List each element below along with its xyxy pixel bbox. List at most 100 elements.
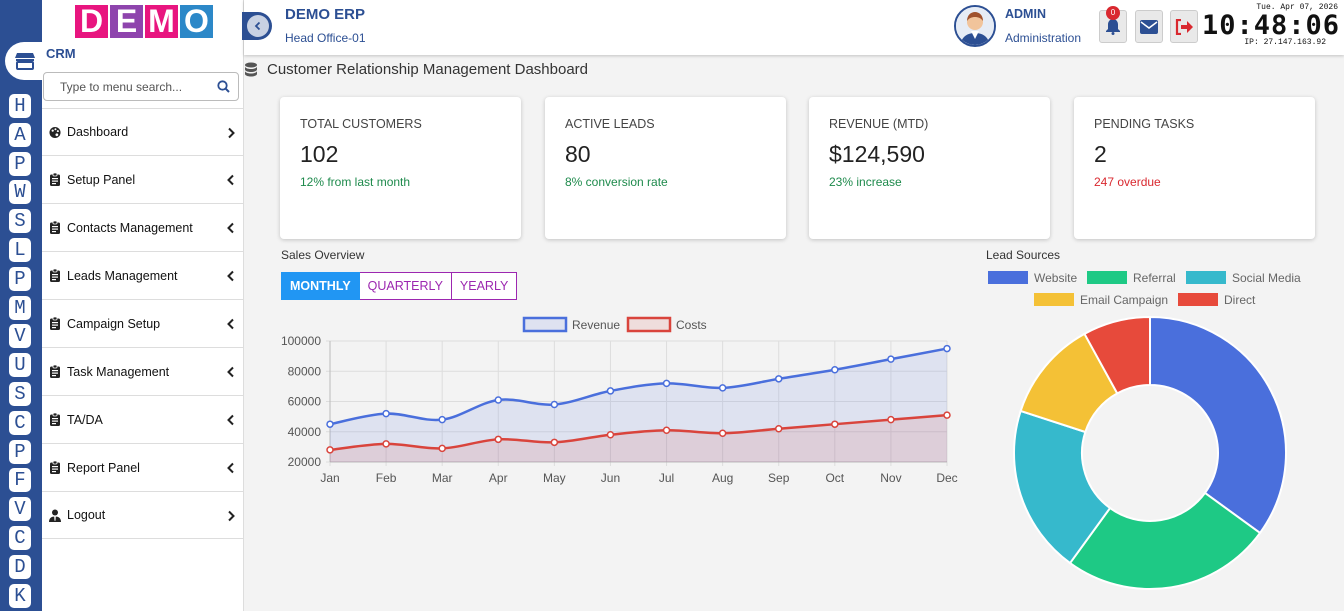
data-point-costs[interactable] bbox=[326, 446, 334, 454]
donut-slice-social-media[interactable] bbox=[1013, 409, 1112, 565]
legend-swatch[interactable] bbox=[522, 316, 568, 333]
logout-button[interactable] bbox=[1170, 10, 1198, 43]
sidebar-item-contacts-management[interactable]: Contacts Management bbox=[42, 203, 243, 251]
data-point-revenue[interactable] bbox=[887, 355, 895, 363]
data-point-costs[interactable] bbox=[438, 444, 446, 453]
kpi-subtext: 12% from last month bbox=[300, 175, 411, 189]
legend-label[interactable]: Direct bbox=[1224, 293, 1256, 307]
data-point-costs[interactable] bbox=[382, 440, 390, 448]
kpi-value: $124,590 bbox=[829, 141, 925, 167]
kpi-card-total-customers: TOTAL CUSTOMERS 102 12% from last month bbox=[280, 97, 521, 239]
clock-time: 10:48:06 bbox=[1201, 10, 1340, 41]
rail-module-6[interactable]: P bbox=[9, 266, 31, 291]
legend-label[interactable]: Revenue bbox=[572, 318, 620, 332]
data-point-costs[interactable] bbox=[662, 426, 671, 434]
data-point-revenue[interactable] bbox=[943, 344, 951, 353]
rail-module-5[interactable]: L bbox=[9, 237, 31, 262]
x-tick-label: Feb bbox=[376, 471, 397, 485]
sidebar-item-task-management[interactable]: Task Management bbox=[42, 347, 243, 395]
data-point-costs[interactable] bbox=[494, 435, 503, 444]
data-point-costs[interactable] bbox=[550, 438, 559, 447]
tab-quarterly[interactable]: QUARTERLY bbox=[359, 272, 452, 300]
data-point-costs[interactable] bbox=[718, 429, 727, 438]
avatar[interactable] bbox=[954, 5, 996, 47]
rail-home-button[interactable] bbox=[5, 42, 45, 80]
rail-module-4[interactable]: S bbox=[9, 209, 31, 234]
rail-module-17[interactable]: K bbox=[9, 583, 31, 608]
user-tie-icon bbox=[49, 508, 61, 522]
clipboard-icon bbox=[49, 317, 61, 331]
tab-yearly[interactable]: YEARLY bbox=[451, 272, 518, 300]
rail-module-3[interactable]: W bbox=[9, 180, 31, 205]
rail-module-0[interactable]: H bbox=[9, 94, 31, 118]
kpi-label: REVENUE (MTD) bbox=[829, 117, 929, 131]
sidebar-toggle-button[interactable] bbox=[242, 12, 272, 40]
sidebar-item-campaign-setup[interactable]: Campaign Setup bbox=[42, 299, 243, 347]
data-point-costs[interactable] bbox=[943, 411, 951, 419]
rail-module-13[interactable]: F bbox=[9, 468, 31, 493]
rail-module-2[interactable]: P bbox=[9, 151, 31, 176]
legend-label[interactable]: Email Campaign bbox=[1080, 293, 1168, 307]
data-point-costs[interactable] bbox=[887, 415, 895, 424]
sidebar-item-ta-da[interactable]: TA/DA bbox=[42, 395, 243, 443]
data-point-revenue[interactable] bbox=[438, 415, 446, 424]
legend-label[interactable]: Social Media bbox=[1232, 271, 1301, 285]
data-point-costs[interactable] bbox=[831, 420, 839, 428]
sidebar-item-dashboard[interactable]: Dashboard bbox=[42, 108, 243, 155]
donut-slice-direct[interactable] bbox=[1083, 315, 1151, 395]
sign-out-icon bbox=[1175, 18, 1193, 35]
notification-button[interactable]: 0 bbox=[1099, 6, 1127, 43]
legend-label[interactable]: Referral bbox=[1133, 271, 1176, 285]
rail-module-16[interactable]: D bbox=[9, 554, 31, 579]
sidebar-item-logout[interactable]: Logout bbox=[42, 491, 243, 539]
legend-label[interactable]: Website bbox=[1034, 271, 1077, 285]
sidebar-item-report-panel[interactable]: Report Panel bbox=[42, 443, 243, 491]
data-point-revenue[interactable] bbox=[382, 409, 390, 418]
chevron-left-icon bbox=[226, 461, 236, 474]
donut-slice-referral[interactable] bbox=[1068, 491, 1262, 590]
rail-module-11[interactable]: C bbox=[9, 410, 31, 435]
data-point-revenue[interactable] bbox=[550, 400, 559, 409]
rail-module-7[interactable]: M bbox=[9, 295, 31, 320]
data-point-revenue[interactable] bbox=[662, 379, 671, 388]
legend-swatch[interactable] bbox=[626, 316, 672, 333]
data-point-revenue[interactable] bbox=[831, 365, 839, 374]
data-point-costs[interactable] bbox=[774, 424, 783, 433]
data-point-revenue[interactable] bbox=[606, 387, 615, 395]
y-tick-label: 20000 bbox=[288, 455, 322, 469]
legend-swatch[interactable] bbox=[1178, 293, 1218, 306]
legend-swatch[interactable] bbox=[1087, 271, 1127, 284]
rail-module-15[interactable]: C bbox=[9, 525, 31, 550]
sidebar-item-setup-panel[interactable]: Setup Panel bbox=[42, 155, 243, 203]
legend-label[interactable]: Costs bbox=[676, 318, 707, 332]
tab-monthly[interactable]: MONTHLY bbox=[281, 272, 360, 300]
rail-module-9[interactable]: U bbox=[9, 353, 31, 378]
data-point-revenue[interactable] bbox=[718, 384, 727, 392]
search-icon[interactable] bbox=[217, 80, 230, 98]
data-point-costs[interactable] bbox=[606, 431, 615, 439]
branch-name[interactable]: Head Office-01 bbox=[285, 31, 366, 45]
data-point-revenue[interactable] bbox=[326, 420, 334, 428]
legend-swatch[interactable] bbox=[988, 271, 1028, 284]
messages-button[interactable] bbox=[1135, 10, 1163, 43]
sidebar-item-leads-management[interactable]: Leads Management bbox=[42, 251, 243, 299]
logo-letter: E bbox=[110, 5, 143, 38]
data-point-revenue[interactable] bbox=[494, 396, 503, 404]
data-point-revenue[interactable] bbox=[774, 375, 783, 383]
legend-swatch[interactable] bbox=[1034, 293, 1074, 306]
rail-module-1[interactable]: A bbox=[9, 122, 31, 147]
rail-module-12[interactable]: P bbox=[9, 439, 31, 464]
rail-module-14[interactable]: V bbox=[9, 497, 31, 522]
rail-module-10[interactable]: S bbox=[9, 381, 31, 406]
user-name[interactable]: ADMIN bbox=[1005, 7, 1046, 21]
legend-swatch[interactable] bbox=[1186, 271, 1226, 284]
rail-module-8[interactable]: V bbox=[9, 324, 31, 349]
donut-slice-website[interactable] bbox=[1149, 315, 1287, 535]
logo-letter: D bbox=[75, 5, 108, 38]
chevron-left-icon bbox=[226, 173, 236, 186]
kpi-label: TOTAL CUSTOMERS bbox=[300, 117, 422, 131]
menu-search-input[interactable] bbox=[44, 73, 214, 100]
y-tick-label: 40000 bbox=[288, 425, 322, 439]
chevron-left-icon bbox=[226, 413, 236, 426]
sales-overview-title: Sales Overview bbox=[281, 248, 365, 262]
